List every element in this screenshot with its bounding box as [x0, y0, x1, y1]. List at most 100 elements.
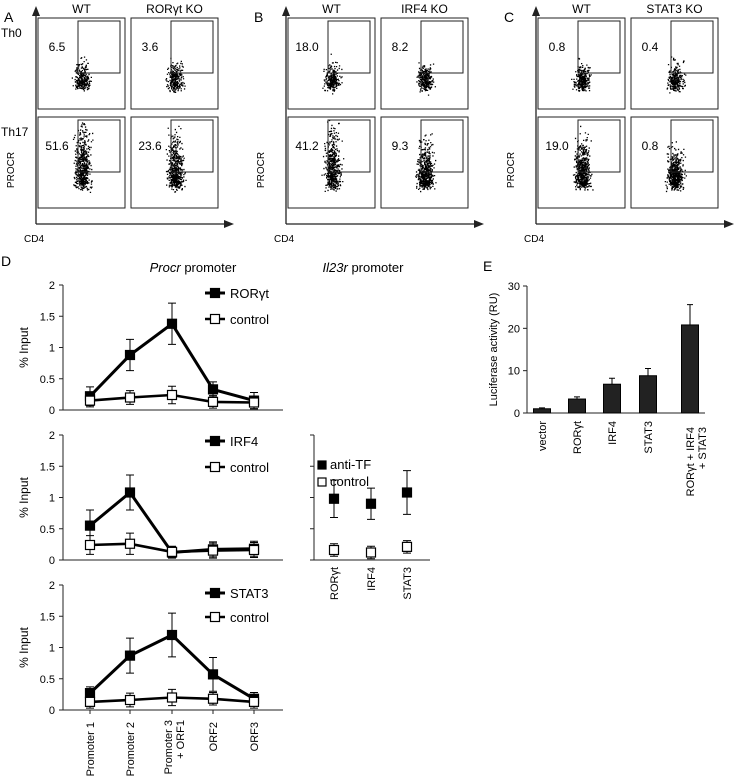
y-tick-label: 0.5 [40, 674, 55, 686]
y-tick-label: 1.5 [40, 611, 55, 623]
gate-percentage: 19.0 [545, 139, 569, 153]
legend-label: control [230, 312, 269, 327]
x-tick-label: Promoter 2 [125, 722, 137, 776]
gate-box [420, 20, 464, 74]
x-tick-label: Promoter 1 [85, 722, 97, 776]
data-point [328, 544, 340, 556]
gate-percentage: 41.2 [295, 139, 319, 153]
gate-percentage: 0.8 [642, 139, 659, 153]
condition-label: IRF4 KO [401, 2, 448, 16]
flow-plot: 41.2 [287, 116, 376, 209]
axis-label-procr: PROCR [6, 152, 17, 188]
gate-box [577, 119, 621, 173]
chip-chart-1: 0 0.5 1 1.5 2 % Input RORγt control [17, 280, 283, 417]
scatter-series-control: control [317, 474, 413, 560]
y-tick-label: 1 [49, 493, 55, 505]
y-tick-label: 1.5 [40, 461, 55, 473]
panel-letter: A [4, 9, 14, 25]
x-tick-line: RORγt + IRF4 [685, 427, 697, 496]
x-tick-label: ORF2 [208, 722, 220, 751]
flow-plot: 0.4 [630, 17, 719, 110]
luciferase-bar-chart: E 0 10 20 30 Luciferase activity (RU) vector RO… [483, 258, 709, 496]
series-tf: IRF4 [84, 434, 260, 559]
gate-box [77, 119, 121, 173]
flow-panel-b: B PROCR CD4 WT IRF4 KO 18.0 8.2 41.2 9.3 [254, 2, 484, 245]
data-point [166, 692, 178, 703]
gate-percentage: 23.6 [138, 139, 162, 153]
data-point [328, 493, 340, 504]
flow-plot: 51.6 [37, 116, 126, 209]
legend-label: STAT3 [230, 586, 269, 601]
axis-label-procr: PROCR [256, 152, 267, 188]
event-dots [415, 133, 437, 193]
data-point [207, 545, 219, 556]
chip-chart-3: 0 0.5 1 1.5 2 % Input STAT3 control [17, 580, 283, 717]
condition-label: WT [322, 2, 341, 16]
flow-plot: 19.0 [537, 116, 626, 209]
error-bar [574, 396, 580, 400]
legend-marker [317, 460, 327, 470]
row-label-th0: Th0 [1, 26, 22, 40]
data-point [84, 520, 96, 531]
gate-percentage: 8.2 [392, 40, 409, 54]
x-tick-label: vector [537, 421, 549, 451]
gate-box [420, 119, 464, 173]
flow-plot: 6.5 [37, 17, 126, 110]
legend-marker [209, 313, 221, 325]
error-bar [687, 304, 693, 325]
x-tick-label: STAT3 [402, 567, 414, 600]
plot-frame [380, 17, 469, 110]
condition-label: RORγt KO [146, 2, 203, 16]
condition-label: WT [72, 2, 91, 16]
x-tick-label: IRF4 [607, 421, 619, 445]
legend-label: RORγt [230, 286, 269, 301]
x-tick-label: RORγt + IRF4+ STAT3 [685, 427, 709, 496]
bar [568, 398, 586, 414]
gate-percentage: 51.6 [45, 139, 69, 153]
event-dots [71, 56, 92, 92]
y-axis-arrow [282, 6, 290, 16]
series-tf: RORγt [84, 286, 269, 410]
gate-box [670, 119, 714, 173]
gate-percentage: 9.3 [392, 139, 409, 153]
legend-label: control [330, 474, 369, 489]
data-point [84, 696, 96, 707]
y-tick-label: 2 [49, 280, 55, 292]
legend-label: IRF4 [230, 434, 258, 449]
panel-letter: B [254, 9, 263, 25]
panel-letter: C [504, 9, 514, 25]
plot-frame [130, 116, 219, 209]
procr-promoter-title: Procr promoter [150, 260, 237, 275]
scatter-series-anti-tf: anti-TF [317, 457, 413, 520]
y-tick-label: 1 [49, 643, 55, 655]
il23r-scatter-chart: anti-TF control RORγt IRF4 STAT3 [310, 434, 430, 600]
plot-frame [37, 116, 126, 209]
chip-line-charts: D Procr promoter Il23r promoter00.511.52% … [1, 253, 404, 776]
legend-marker [209, 287, 221, 299]
row-label-th17: Th17 [1, 125, 29, 139]
flow-plot: 0.8 [537, 17, 626, 110]
plot-frame [630, 17, 719, 110]
il23r-title-gene: Il23r [323, 260, 349, 275]
gate-percentage: 3.6 [142, 40, 159, 54]
flow-panel-a: A PROCR CD4 Th0 Th17 WT RORγt KO 6.5 3.6 51.6 23.6 [1, 2, 234, 245]
condition-label: STAT3 KO [646, 2, 702, 16]
y-axis-label: % Input [17, 326, 31, 367]
event-dots [666, 56, 687, 94]
series-control: control [84, 610, 269, 709]
y-tick-label: 2 [49, 580, 55, 592]
legend-label: anti-TF [330, 457, 371, 472]
data-point [166, 389, 178, 401]
data-point [248, 696, 260, 707]
axis-label-cd4: CD4 [524, 234, 544, 245]
legend-marker [209, 461, 221, 473]
data-point [248, 544, 260, 556]
y-tick-label: 0 [49, 405, 55, 417]
x-axis-arrow [224, 220, 234, 228]
y-tick-label: 1.5 [40, 311, 55, 323]
flow-plot: 23.6 [130, 116, 219, 209]
y-tick-label: 0 [514, 408, 520, 420]
x-tick-line: + STAT3 [697, 427, 709, 469]
data-point [166, 629, 178, 641]
data-point [365, 547, 377, 558]
